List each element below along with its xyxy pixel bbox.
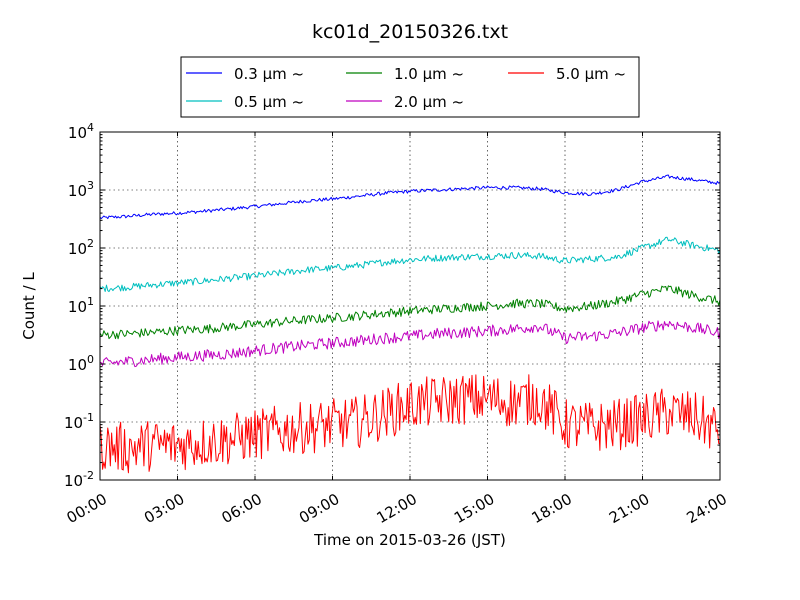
x-tick-label: 12:00 (374, 490, 420, 527)
y-tick-label: 104 (68, 121, 94, 142)
y-axis-label: Count / L (20, 272, 38, 340)
series-line (99, 174, 721, 220)
y-tick-label: 102 (68, 237, 94, 258)
x-tick-label: 06:00 (219, 490, 265, 527)
y-tick-label: 10-1 (64, 411, 94, 432)
y-tick-label: 101 (68, 295, 94, 316)
legend-box (180, 56, 640, 118)
legend: 0.3 μm ~ 0.5 μm ~ 1.0 μm ~ 2.0 μm ~ 5.0 μm ~ (180, 56, 640, 118)
x-tick-label: 03:00 (141, 490, 187, 527)
x-tick-label: 09:00 (296, 490, 342, 527)
plot-series (99, 174, 721, 474)
x-tick-label: 24:00 (684, 490, 730, 527)
x-tick-label: 18:00 (529, 490, 575, 527)
series-line (99, 374, 721, 474)
y-tick-label: 103 (68, 179, 94, 200)
legend-label: 5.0 μm ~ (556, 65, 626, 83)
y-tick-label: 10-2 (64, 469, 94, 490)
legend-label: 2.0 μm ~ (394, 93, 464, 111)
x-axis-label: Time on 2015-03-26 (JST) (313, 531, 506, 549)
axis-ticks: 00:00 03:00 06:00 09:00 12:00 15:00 18:00 21:00… (64, 121, 730, 527)
y-tick-label: 100 (68, 353, 94, 374)
chart-title: kc01d_20150326.txt (312, 21, 508, 43)
legend-label: 0.3 μm ~ (234, 65, 304, 83)
series-line (99, 285, 721, 340)
series-line (99, 320, 721, 368)
x-tick-label: 15:00 (451, 490, 497, 527)
series-line (99, 236, 721, 293)
legend-label: 0.5 μm ~ (234, 93, 304, 111)
x-tick-label: 00:00 (64, 490, 110, 527)
x-tick-label: 21:00 (606, 490, 652, 527)
grid-lines (100, 132, 720, 480)
legend-label: 1.0 μm ~ (394, 65, 464, 83)
